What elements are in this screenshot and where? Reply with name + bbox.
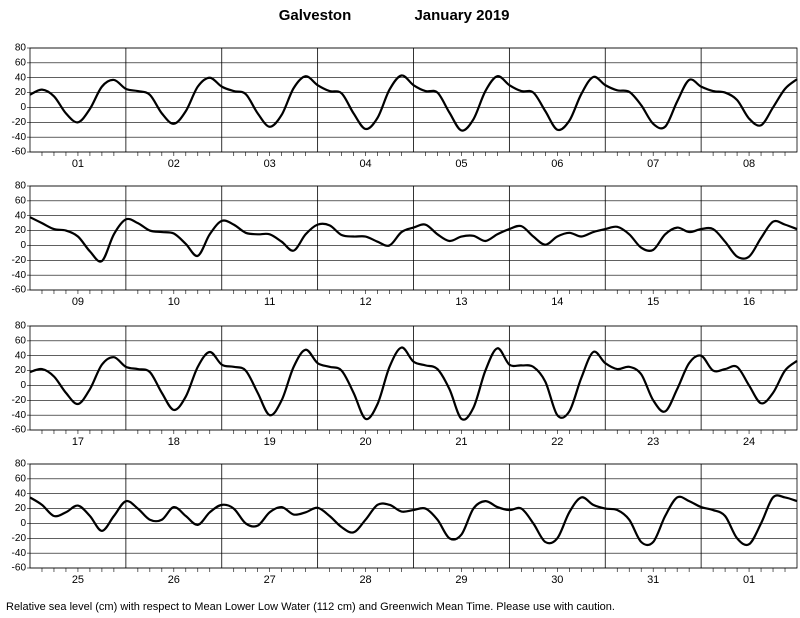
y-tick-label: 20 (15, 225, 27, 236)
day-label: 27 (264, 574, 276, 586)
y-tick-label: 20 (15, 87, 27, 98)
y-tick-label: 80 (15, 181, 27, 192)
day-label: 02 (168, 158, 180, 170)
day-label: 31 (647, 574, 659, 586)
day-label: 25 (72, 574, 84, 586)
y-tick-label: -20 (12, 395, 27, 406)
y-tick-label: 60 (15, 57, 27, 68)
day-label: 14 (551, 296, 563, 308)
day-label: 16 (743, 296, 755, 308)
tide-line (29, 74, 798, 132)
day-label: 26 (168, 574, 180, 586)
day-label: 03 (264, 158, 276, 170)
day-label: 09 (72, 296, 84, 308)
y-tick-label: -20 (12, 117, 27, 128)
y-tick-label: 60 (15, 473, 27, 484)
y-tick-label: 0 (20, 240, 26, 251)
y-tick-label: 0 (20, 380, 26, 391)
day-label: 29 (455, 574, 467, 586)
day-label: 06 (551, 158, 563, 170)
day-label: 17 (72, 436, 84, 448)
day-label: 24 (743, 436, 755, 448)
day-label: 12 (359, 296, 371, 308)
y-tick-label: 40 (15, 72, 27, 83)
tide-line (29, 216, 798, 263)
y-tick-label: -40 (12, 132, 27, 143)
day-label: 23 (647, 436, 659, 448)
day-label: 22 (551, 436, 563, 448)
day-label: 08 (743, 158, 755, 170)
day-label: 01 (743, 574, 755, 586)
day-label: 15 (647, 296, 659, 308)
day-label: 04 (359, 158, 371, 170)
footnote: Relative sea level (cm) with respect to … (6, 601, 615, 613)
y-tick-label: 0 (20, 518, 26, 529)
y-tick-label: -20 (12, 255, 27, 266)
day-label: 05 (455, 158, 467, 170)
station-title: Galveston (279, 7, 352, 24)
y-tick-label: 60 (15, 195, 27, 206)
y-tick-label: -40 (12, 270, 27, 281)
y-tick-label: 0 (20, 102, 26, 113)
day-label: 18 (168, 436, 180, 448)
y-tick-label: -60 (12, 285, 27, 296)
day-label: 13 (455, 296, 467, 308)
day-label: 11 (264, 296, 275, 308)
day-label: 01 (72, 158, 84, 170)
tide-line (29, 346, 798, 421)
day-label: 28 (359, 574, 371, 586)
day-label: 20 (359, 436, 371, 448)
y-tick-label: 60 (15, 335, 27, 346)
day-label: 07 (647, 158, 659, 170)
y-tick-label: 80 (15, 43, 27, 54)
y-tick-label: 80 (15, 459, 27, 470)
y-tick-label: -40 (12, 548, 27, 559)
day-label: 21 (455, 436, 467, 448)
y-tick-label: -60 (12, 425, 27, 436)
y-tick-label: 40 (15, 350, 27, 361)
y-tick-label: 40 (15, 488, 27, 499)
tide-line (29, 494, 798, 547)
day-label: 30 (551, 574, 563, 586)
y-tick-label: 20 (15, 503, 27, 514)
y-tick-label: -60 (12, 563, 27, 574)
y-tick-label: -40 (12, 410, 27, 421)
y-tick-label: 20 (15, 365, 27, 376)
y-tick-label: 80 (15, 321, 27, 332)
period-title: January 2019 (414, 7, 509, 24)
day-label: 19 (264, 436, 276, 448)
y-tick-label: -60 (12, 147, 27, 158)
day-label: 10 (168, 296, 180, 308)
y-tick-label: -20 (12, 533, 27, 544)
y-tick-label: 40 (15, 210, 27, 221)
